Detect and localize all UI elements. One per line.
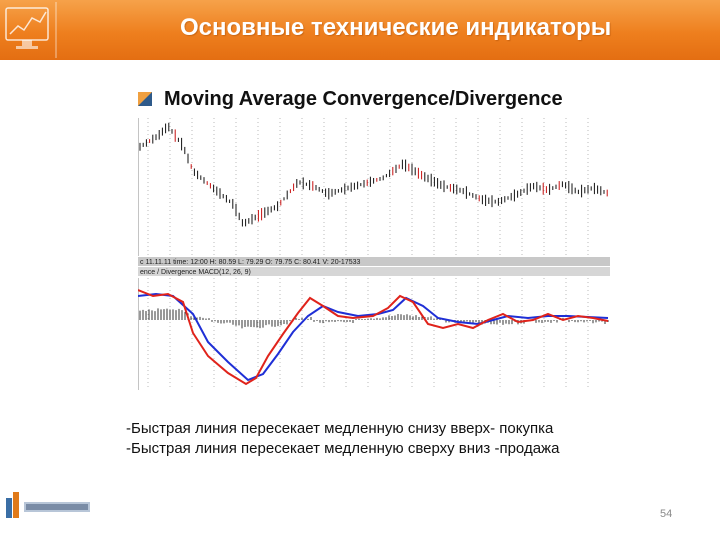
chart-grid [138,118,589,390]
info-bar-text: c 11.11.11 time: 12:00 H: 80.59 L: 79.29… [140,259,360,266]
fast-macd-line [138,289,609,386]
slide-header: Основные технические индикаторы [0,0,720,60]
rule-sell: -Быстрая линия пересекает медленную свер… [126,440,560,457]
title-wrap: Основные технические индикаторы [0,0,720,60]
company-logo-icon [6,492,90,518]
rule-buy: -Быстрая линия пересекает медленную сниз… [126,420,554,437]
macd-chart: c 11.11.11 time: 12:00 H: 80.59 L: 79.29… [138,118,610,394]
info-bar-bg [138,257,610,266]
page-number: 54 [660,508,673,520]
slow-signal-line [138,292,609,382]
macd-label-bg [138,267,610,276]
bullet-text: Moving Average Convergence/Divergence [164,88,563,110]
chart-canvas: c 11.11.11 time: 12:00 H: 80.59 L: 79.29… [138,118,610,390]
price-bars [139,122,608,227]
slide-title: Основные технические индикаторы [180,14,612,41]
macd-label: ence / Divergence MACD(12, 26, 9) [140,269,251,276]
monitor-chart-icon [5,2,57,58]
square-bullet-icon [138,92,152,106]
